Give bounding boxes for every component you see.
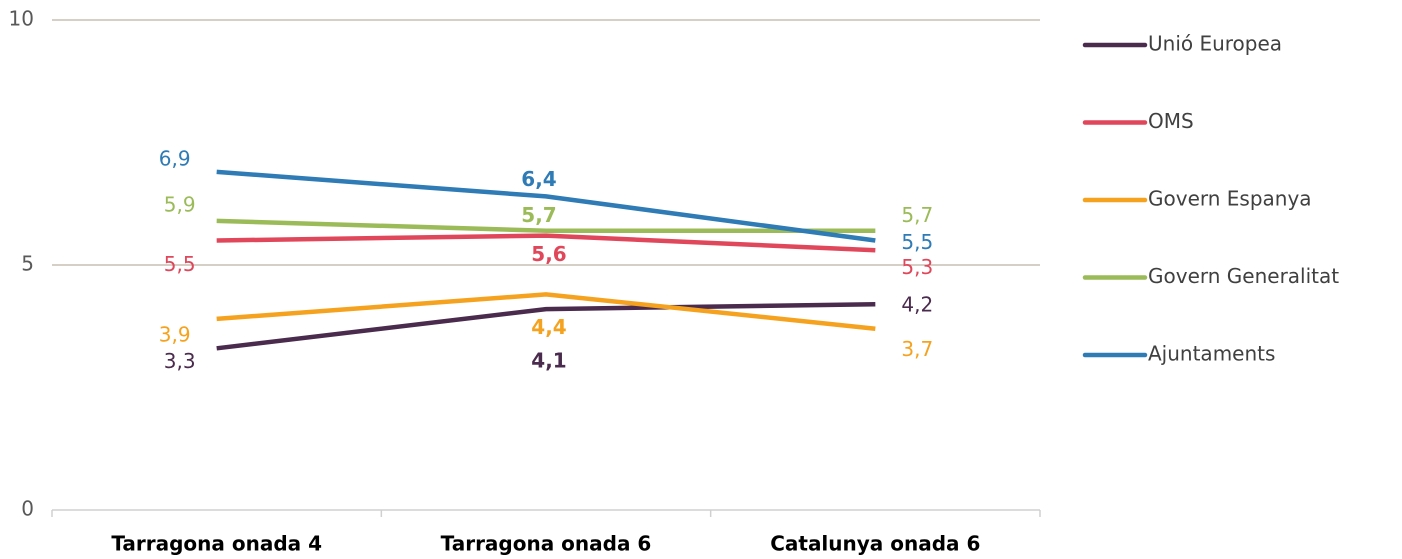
legend-label: Unió Europea (1148, 32, 1282, 56)
data-label: 5,3 (901, 255, 933, 279)
data-label: 5,5 (164, 252, 196, 276)
data-label: 5,7 (901, 203, 933, 227)
data-label: 3,7 (901, 337, 933, 361)
data-label: 5,5 (901, 230, 933, 254)
series-line (216, 169, 876, 243)
data-label: 3,3 (164, 349, 196, 373)
data-label: 4,4 (531, 315, 566, 339)
data-label: 4,2 (901, 293, 933, 317)
series-line (216, 233, 876, 253)
series-line (216, 218, 876, 233)
data-label: 5,9 (164, 192, 196, 216)
x-tick-label: Tarragona onada 6 (441, 532, 652, 556)
legend-label: Govern Espanya (1148, 187, 1312, 211)
legend-label: Ajuntaments (1148, 342, 1275, 366)
y-tick-label: 5 (21, 252, 34, 276)
legend-label: Govern Generalitat (1148, 264, 1339, 288)
series-line (216, 301, 876, 351)
series-line (216, 292, 876, 331)
x-tick-label: Catalunya onada 6 (770, 532, 980, 556)
data-label: 5,7 (521, 203, 556, 227)
data-label: 6,9 (159, 146, 191, 170)
data-label: 6,4 (521, 167, 556, 191)
x-tick-label: Tarragona onada 4 (111, 532, 322, 556)
y-tick-label: 10 (9, 7, 34, 31)
legend-label: OMS (1148, 109, 1194, 133)
data-label: 3,9 (159, 322, 191, 346)
data-label: 4,1 (531, 349, 566, 373)
y-tick-label: 0 (21, 497, 34, 521)
data-label: 5,6 (531, 242, 566, 266)
